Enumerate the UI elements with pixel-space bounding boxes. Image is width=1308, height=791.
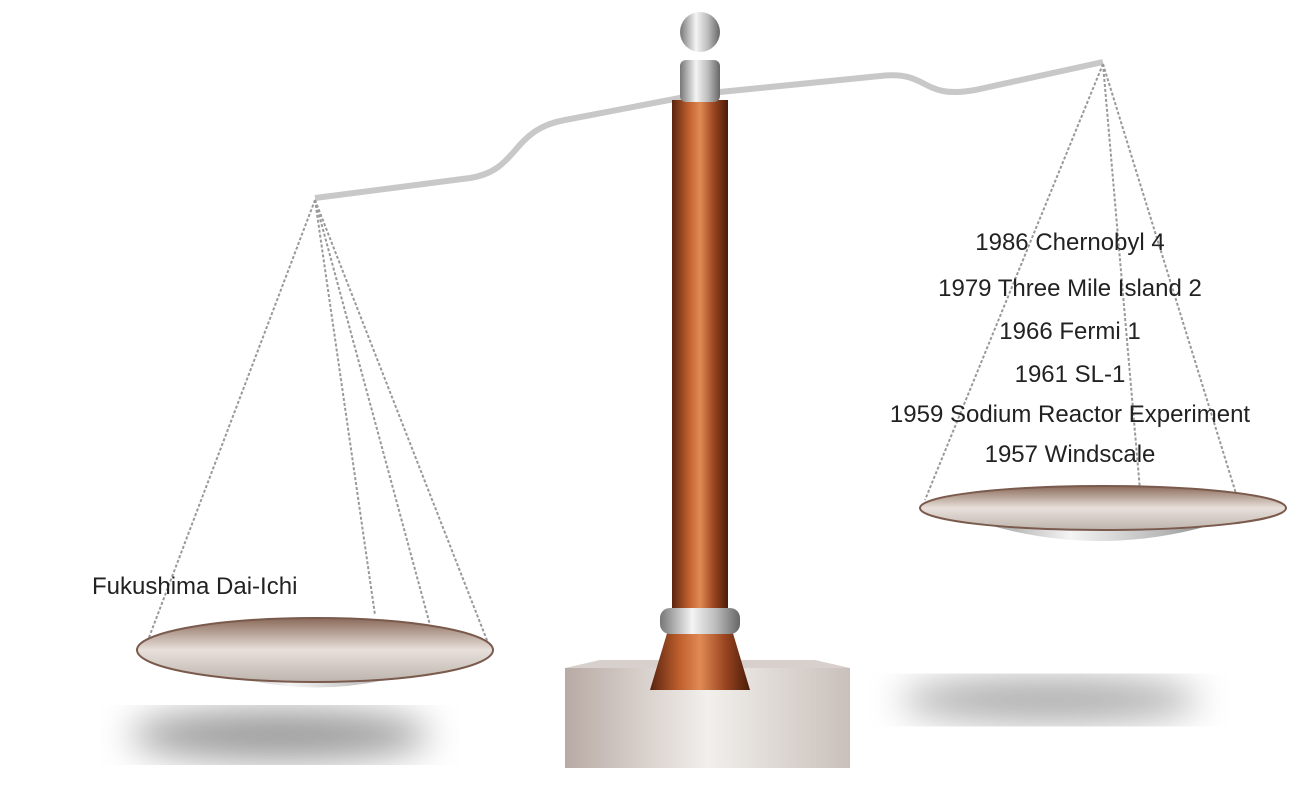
page: {"left_pan": {"labels": ["Fukushima Dai-… [0, 0, 1308, 791]
right-label: 1986 Chernobyl 4 [975, 229, 1164, 256]
scale-illustration: Fukushima Dai-Ichi 1986 Chernobyl 4 1979 … [0, 0, 1308, 791]
left-pan [137, 618, 493, 688]
stand [565, 12, 850, 768]
right-label: 1957 Windscale [985, 441, 1156, 468]
left-label: Fukushima Dai-Ichi [92, 573, 297, 600]
right-labels: 1986 Chernobyl 4 1979 Three Mile Island 2… [890, 229, 1251, 468]
right-label: 1961 SL-1 [1015, 361, 1126, 388]
right-pan [920, 486, 1286, 541]
right-label: 1979 Three Mile Island 2 [938, 275, 1202, 302]
right-label: 1959 Sodium Reactor Experiment [890, 401, 1251, 428]
right-label: 1966 Fermi 1 [999, 318, 1140, 345]
